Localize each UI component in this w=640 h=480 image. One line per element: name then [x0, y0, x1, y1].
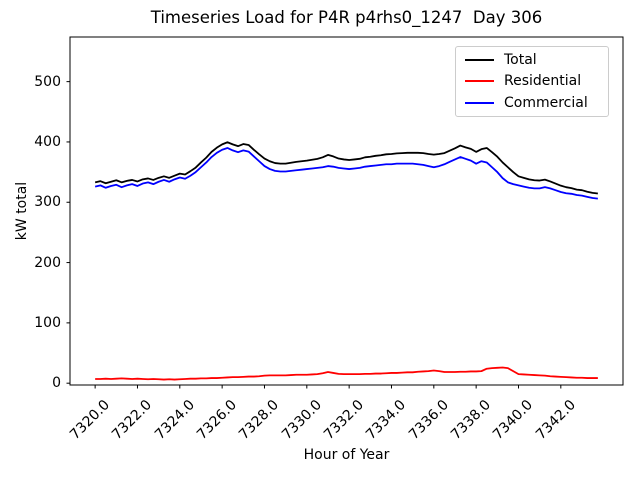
y-tick-label: 100: [34, 314, 61, 331]
y-tick-label: 0: [52, 375, 61, 392]
y-tick-label: 300: [34, 194, 61, 211]
series-line-residential: [95, 366, 598, 381]
legend-line-residential: [465, 80, 494, 83]
legend-line-total: [465, 58, 494, 61]
x-axis-label: Hour of Year: [303, 447, 390, 463]
y-tick-label: 400: [34, 133, 61, 150]
y-tick-label: 500: [34, 73, 61, 90]
y-tick-label: 200: [34, 254, 61, 271]
series-line-total: [94, 141, 598, 195]
legend-line-commercial: [465, 102, 494, 105]
legend-entry-commercial: Commercial: [456, 93, 608, 114]
legend-label: Commercial: [504, 95, 588, 112]
legend-label: Total: [504, 51, 537, 68]
legend-entry-residential: Residential: [456, 71, 608, 92]
series-line-commercial: [94, 147, 598, 200]
legend: Total Residential Commercial: [455, 46, 609, 117]
axes-frame: [69, 36, 624, 386]
chart-title: Timeseries Load for P4R p4rhs0_1247 Day …: [150, 8, 543, 27]
legend-label: Residential: [504, 73, 582, 90]
legend-entry-total: Total: [456, 49, 608, 70]
